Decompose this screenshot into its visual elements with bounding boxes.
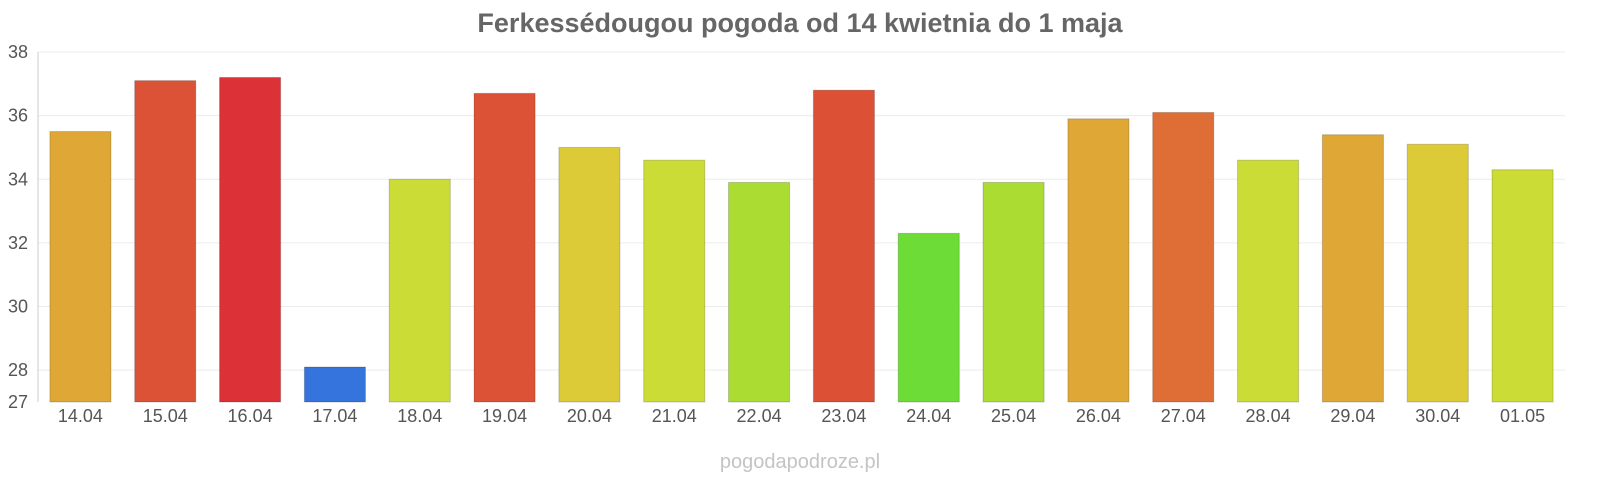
bar-15.04 [134, 80, 197, 403]
x-tick-label: 14.04 [58, 406, 103, 426]
bar-17.04 [303, 366, 366, 403]
y-tick-label: 32 [8, 233, 28, 253]
x-tick-label: 18.04 [397, 406, 442, 426]
bar-23.04 [812, 89, 875, 403]
x-axis: 14.04 15.04 16.04 17.04 18.04 19.04 20.04 21.04… [58, 406, 1545, 426]
x-tick-label: 30.04 [1415, 406, 1460, 426]
x-tick-label: 15.04 [143, 406, 188, 426]
bar-30.04 [1406, 143, 1469, 403]
gridlines [38, 51, 1565, 371]
x-tick-label: 19.04 [482, 406, 527, 426]
bar-28.04 [1237, 159, 1300, 403]
x-tick-label: 16.04 [228, 406, 273, 426]
bar-26.04 [1067, 118, 1130, 403]
x-tick-label: 22.04 [737, 406, 782, 426]
x-tick-label: 01.05 [1500, 406, 1545, 426]
x-tick-label: 27.04 [1161, 406, 1206, 426]
bar-14.04 [49, 131, 112, 403]
x-tick-label: 20.04 [567, 406, 612, 426]
x-tick-label: 23.04 [821, 406, 866, 426]
x-tick-label: 21.04 [652, 406, 697, 426]
bar-24.04 [897, 232, 960, 403]
chart-title: Ferkessédougou pogoda od 14 kwietnia do … [477, 8, 1123, 38]
x-tick-label: 25.04 [991, 406, 1036, 426]
y-tick-label: 38 [8, 42, 28, 62]
y-tick-label: 30 [8, 297, 28, 317]
bar-27.04 [1152, 111, 1215, 403]
bar-19.04 [473, 92, 536, 403]
bar-01.05 [1491, 169, 1554, 403]
y-tick-label: 27 [8, 392, 28, 412]
x-tick-label: 24.04 [906, 406, 951, 426]
bars [49, 76, 1554, 403]
y-tick-label: 36 [8, 106, 28, 126]
bar-20.04 [558, 146, 621, 403]
x-tick-label: 17.04 [312, 406, 357, 426]
x-tick-label: 26.04 [1076, 406, 1121, 426]
watermark: pogodapodroze.pl [720, 451, 880, 473]
bar-18.04 [388, 178, 451, 403]
bar-29.04 [1321, 134, 1384, 403]
bar-25.04 [982, 181, 1045, 403]
bar-21.04 [643, 159, 706, 403]
bar-22.04 [728, 181, 791, 403]
y-axis: 27 28 30 32 34 36 38 [8, 42, 39, 412]
y-tick-label: 34 [8, 169, 28, 189]
x-tick-label: 29.04 [1330, 406, 1375, 426]
y-tick-label: 28 [8, 360, 28, 380]
x-tick-label: 28.04 [1246, 406, 1291, 426]
bar-16.04 [219, 76, 282, 403]
